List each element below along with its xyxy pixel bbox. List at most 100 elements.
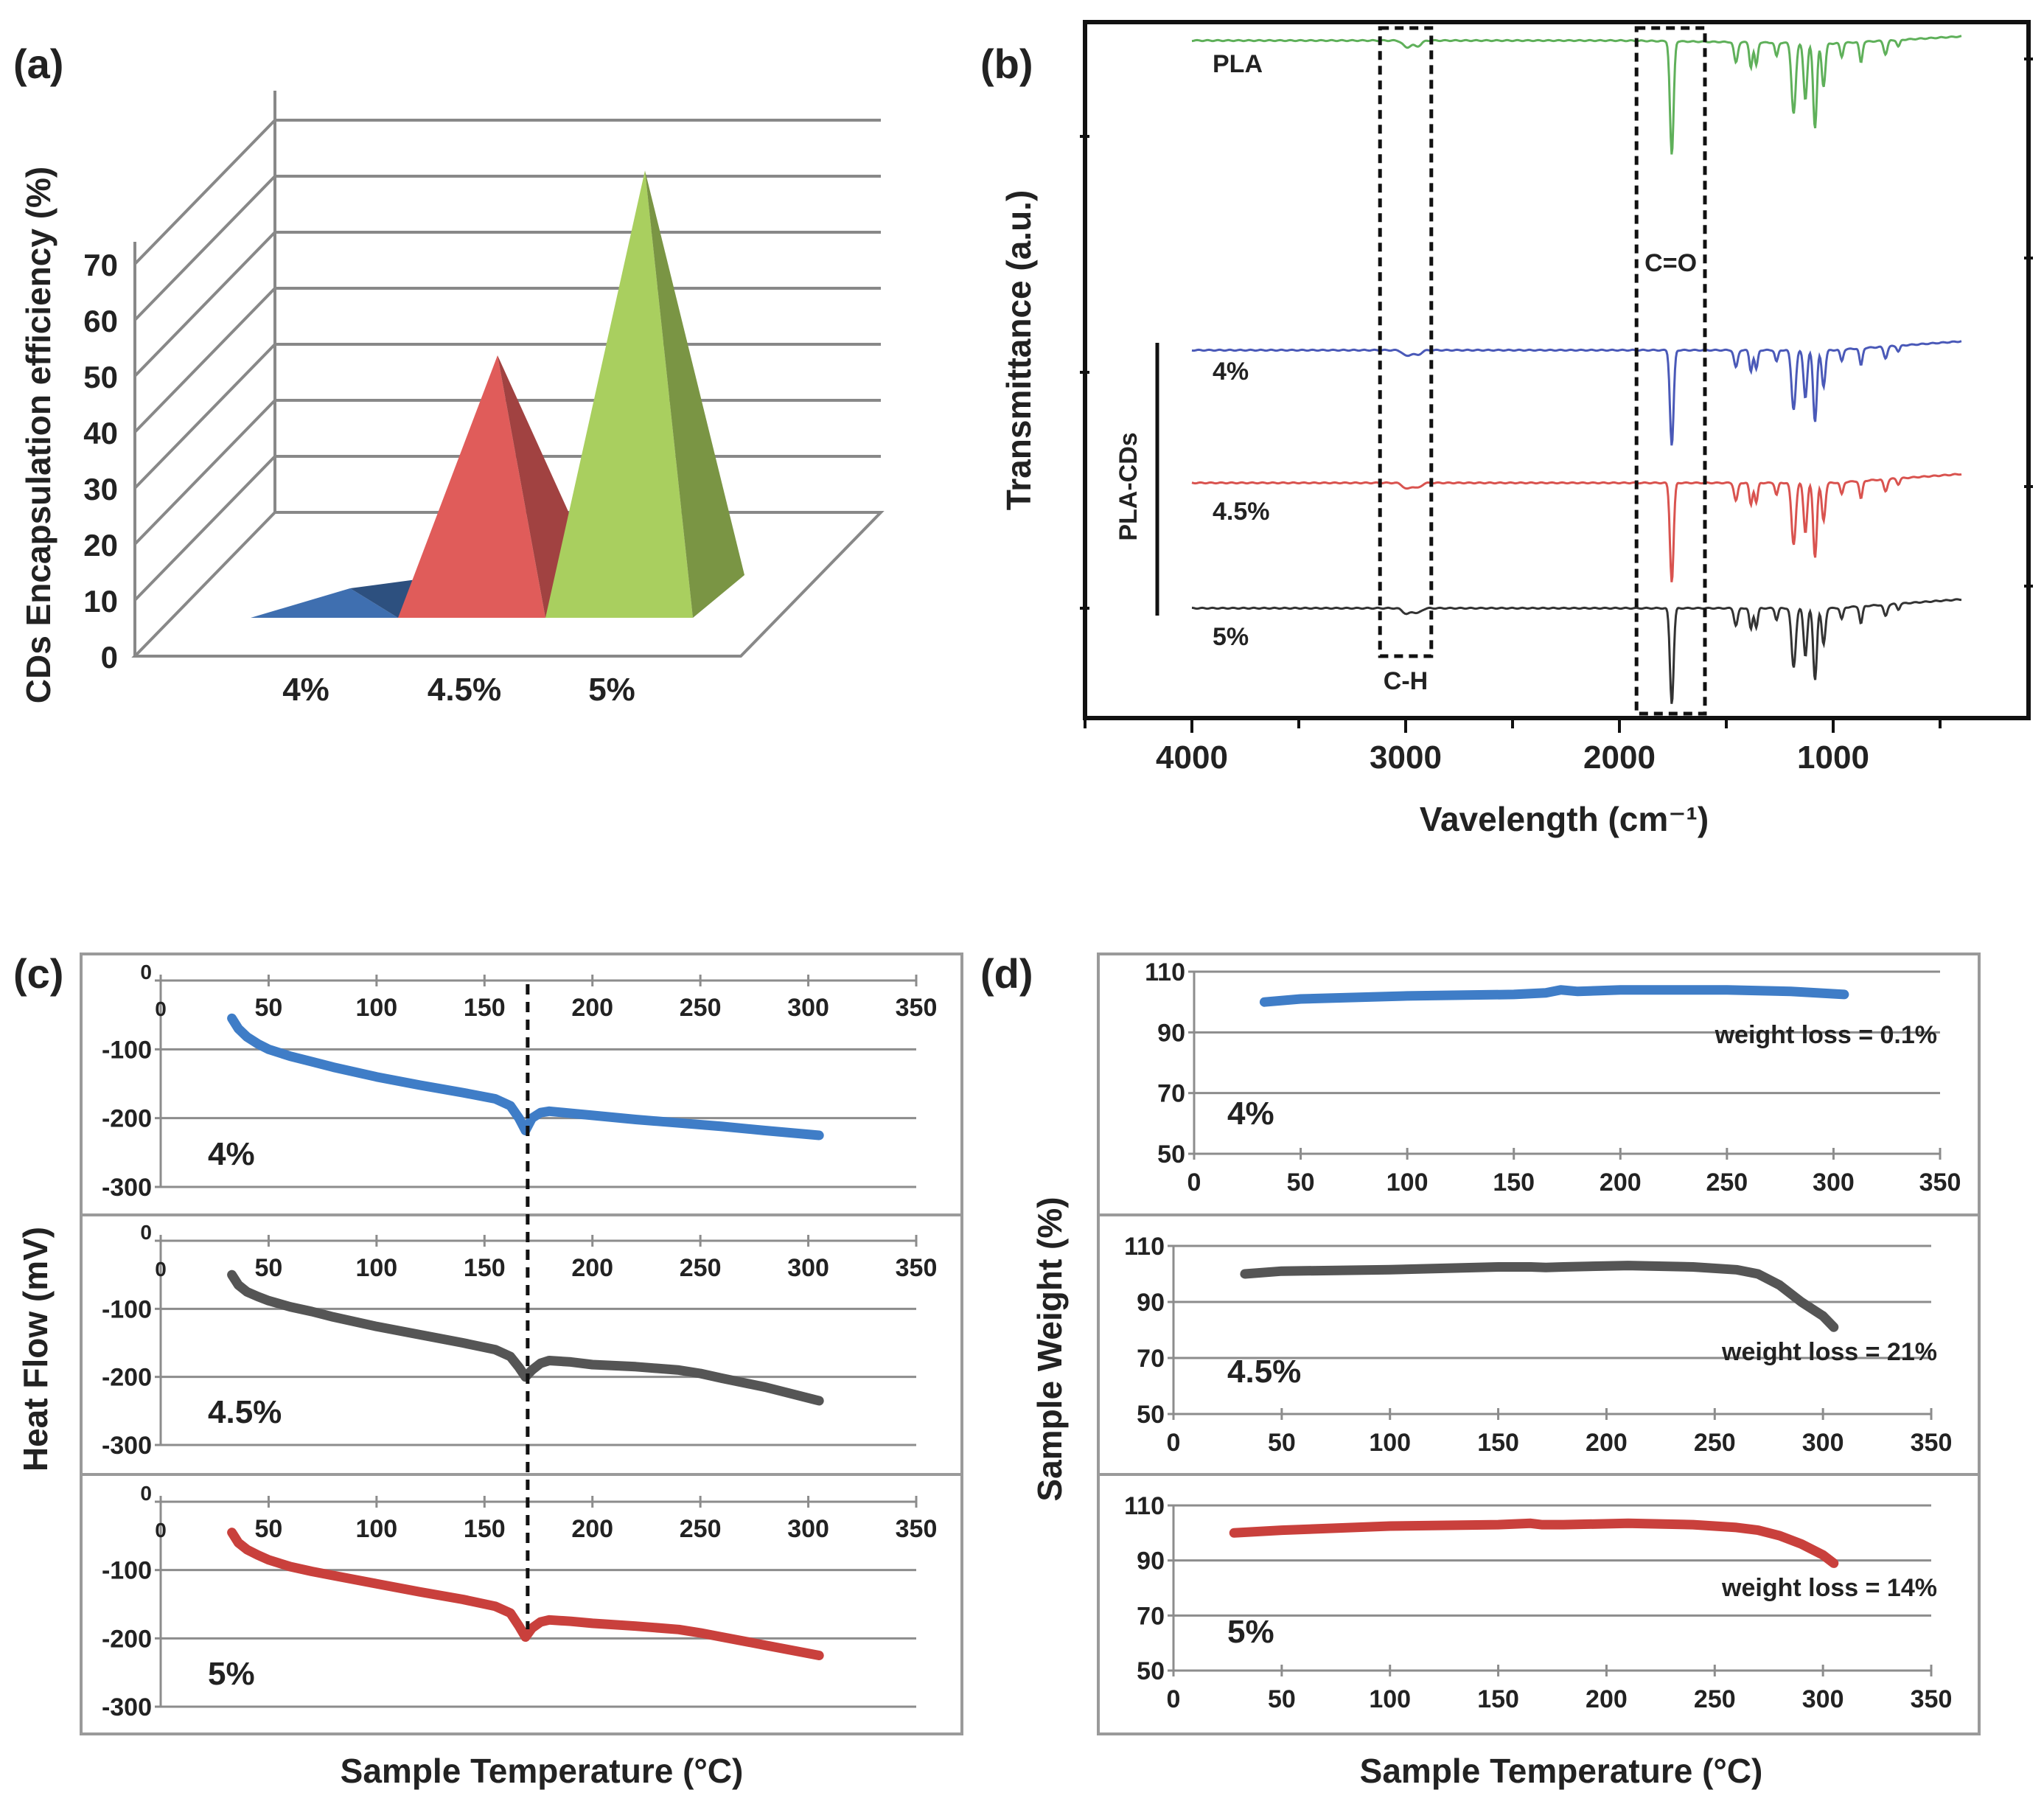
x-tick-label: 300 <box>787 1515 829 1543</box>
x-tick-label: 150 <box>464 1515 506 1543</box>
panel-a-label: (a) <box>13 41 63 87</box>
x-tick-label: 350 <box>896 1515 938 1543</box>
chart-a-x-tick-label: 4.5% <box>428 672 501 708</box>
weight-loss-annotation: weight loss = 0.1% <box>1715 1021 1937 1049</box>
chart-a-y-tick-label: 10 <box>83 584 118 619</box>
x-tick-label: 0 <box>155 997 167 1020</box>
x-tick-label: 200 <box>1586 1429 1628 1457</box>
x-tick-label: 200 <box>571 994 613 1022</box>
chart-b-x-tick-label: 3000 <box>1370 739 1442 776</box>
x-tick-label: 300 <box>1802 1685 1844 1713</box>
subplot-label: 4.5% <box>1227 1354 1301 1390</box>
x-tick-label: 150 <box>1477 1685 1519 1713</box>
y-tick-label: 0 <box>140 1221 152 1244</box>
chart-a-gridline <box>133 455 276 602</box>
x-tick-label: 250 <box>1694 1685 1736 1713</box>
x-tick-label: 100 <box>355 994 397 1022</box>
chart-b-series-line <box>1191 35 1962 155</box>
chart-a-y-tick-label: 70 <box>83 248 118 282</box>
chart-a-x-tick-label: 4% <box>282 672 329 708</box>
panel-b-label: (b) <box>980 41 1033 87</box>
chart-b-series-labels: PLA 4% 4.5% 5% <box>1213 50 1270 651</box>
x-tick-label: 100 <box>355 1254 397 1282</box>
panel-b: (b) 4000 3000 2000 1000 C-HC=O PLA4%4.5%5% … <box>980 20 2033 838</box>
x-tick-label: 100 <box>1386 1169 1429 1197</box>
x-tick-label: 350 <box>896 994 938 1022</box>
y-tick-label: 110 <box>1145 958 1185 986</box>
x-tick-label: 100 <box>355 1515 397 1543</box>
chart-b-annotation-box <box>1634 26 1707 716</box>
chart-b-series-line <box>1191 473 1962 582</box>
subplot-label: 4% <box>1227 1096 1274 1132</box>
chart-a-ylabel: CDs Encapsulation efficiency (%) <box>19 167 57 704</box>
chart-a-gridline <box>133 399 276 546</box>
series-line <box>1240 1261 1839 1332</box>
chart-b-annotation-boxes: C-H C=O <box>1378 26 1707 716</box>
chart-a-gridlines <box>133 119 881 602</box>
chart-b-annotation-box <box>1378 26 1434 658</box>
chart-a-y-tick-label: 60 <box>83 304 118 338</box>
x-tick-label: 50 <box>1287 1169 1315 1197</box>
chart-a-gridline <box>133 231 276 377</box>
x-tick-label: 350 <box>1911 1429 1953 1457</box>
chart-a-bar <box>398 355 545 618</box>
y-tick-label: -200 <box>102 1625 152 1653</box>
x-tick-label: 250 <box>680 1254 722 1282</box>
series-line <box>227 1013 824 1140</box>
subplot-label: 5% <box>1227 1614 1274 1650</box>
chart-d-ylabel: Sample Weight (%) <box>1030 1197 1069 1501</box>
y-tick-label: 70 <box>1137 1345 1165 1373</box>
x-tick-label: 300 <box>787 1254 829 1282</box>
subplot-label: 4.5% <box>208 1394 282 1430</box>
series-line <box>227 1270 824 1406</box>
chart-b-frame <box>1083 20 2031 720</box>
y-tick-label: -100 <box>102 1036 152 1064</box>
chart-a-gridline <box>133 175 276 321</box>
chart-b-x-tick-label: 1000 <box>1797 739 1869 776</box>
chart-b-series-label: 4.5% <box>1213 498 1270 526</box>
chart-a-gridline <box>133 287 276 433</box>
x-tick-label: 250 <box>680 1515 722 1543</box>
y-tick-label: -300 <box>102 1174 152 1202</box>
weight-loss-annotation: weight loss = 14% <box>1721 1574 1937 1602</box>
panel-d: (d) 0 50 100 150 200 250 300 3505070901104%weig… <box>980 950 1981 1790</box>
series-line <box>227 1528 824 1660</box>
chart-d-xlabel: Sample Temperature (°C) <box>1360 1752 1763 1790</box>
x-tick-label: 350 <box>1919 1169 1961 1197</box>
y-tick-label: 90 <box>1137 1547 1165 1575</box>
chart-a-bars <box>251 170 744 618</box>
x-tick-label: 0 <box>155 1519 167 1542</box>
x-tick-label: 150 <box>464 1254 506 1282</box>
chart-a-bar-side <box>645 170 744 618</box>
panel-c: (c) 0 50 100 150 200 250 300 3500-100-200-3004%… <box>13 950 963 1790</box>
y-tick-label: 0 <box>140 1482 152 1505</box>
x-tick-label: 0 <box>155 1258 167 1281</box>
chart-a-y-tick-label: 0 <box>101 640 118 675</box>
chart-b-y-side-ticks <box>1080 58 2033 610</box>
x-tick-label: 200 <box>1600 1169 1642 1197</box>
subplot-label: 4% <box>208 1136 255 1172</box>
chart-a-x-ticks: 4% 4.5% 5% <box>282 672 635 708</box>
x-tick-label: 0 <box>1167 1685 1181 1713</box>
x-tick-label: 250 <box>1694 1429 1736 1457</box>
chart-a-bar <box>251 588 398 618</box>
x-tick-label: 250 <box>1706 1169 1748 1197</box>
y-tick-label: 50 <box>1157 1140 1185 1169</box>
chart-b-x-tick-label: 2000 <box>1583 739 1656 776</box>
x-tick-label: 50 <box>255 994 283 1022</box>
y-tick-label: -200 <box>102 1105 152 1133</box>
chart-b-series-line <box>1191 340 1962 446</box>
x-tick-label: 300 <box>787 994 829 1022</box>
chart-c-ylabel: Heat Flow (mV) <box>16 1227 55 1472</box>
chart-a-y-tick-label: 30 <box>83 472 118 506</box>
chart-d-outer-frame <box>1097 953 1981 1735</box>
chart-a-y-tick-label: 50 <box>83 360 118 394</box>
y-tick-label: -100 <box>102 1295 152 1323</box>
x-tick-label: 150 <box>1493 1169 1535 1197</box>
y-tick-label: -300 <box>102 1432 152 1460</box>
y-tick-label: -300 <box>102 1693 152 1721</box>
x-tick-label: 300 <box>1813 1169 1855 1197</box>
x-tick-label: 200 <box>571 1515 613 1543</box>
series-line <box>1229 1518 1839 1568</box>
